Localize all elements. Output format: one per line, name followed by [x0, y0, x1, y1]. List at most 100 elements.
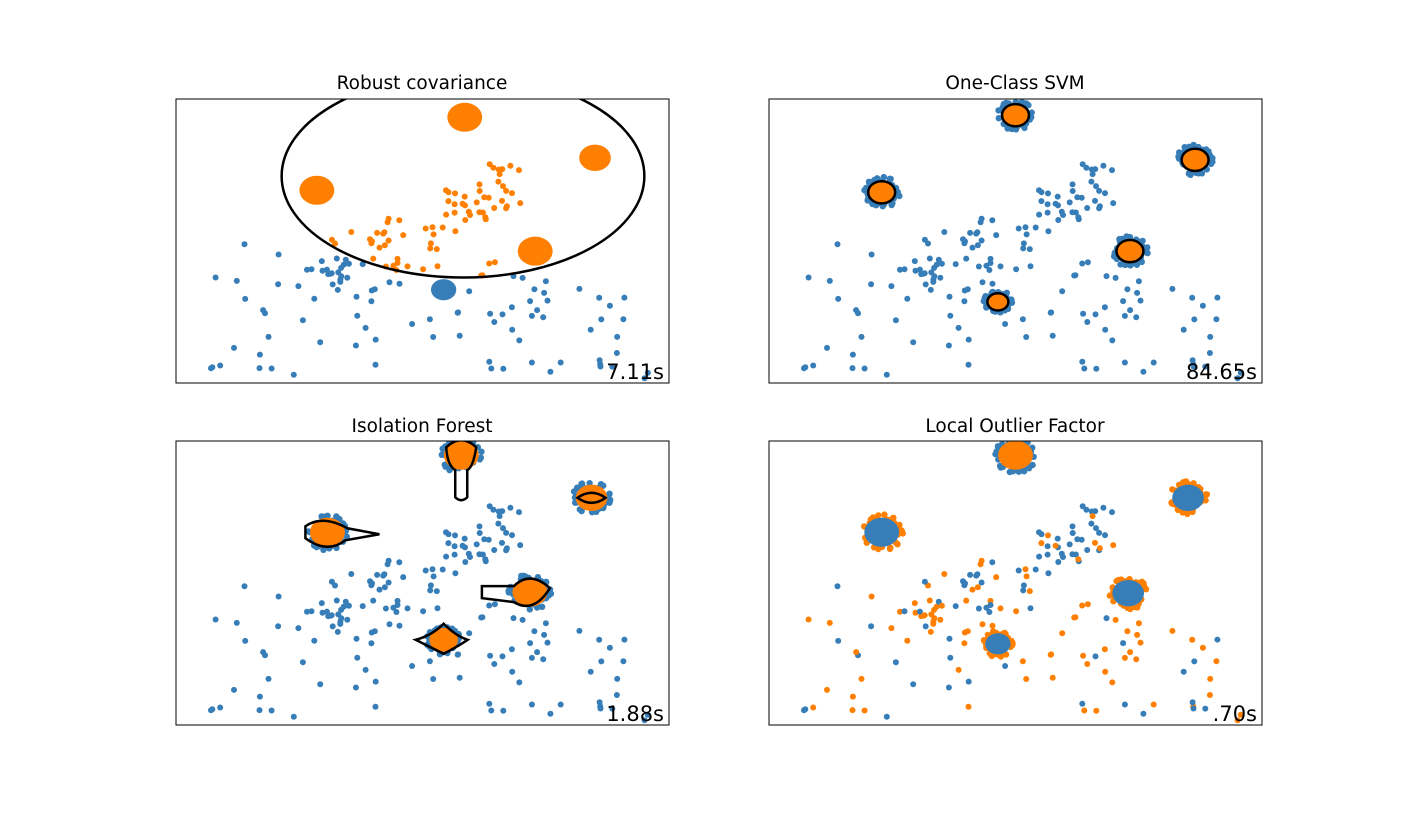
plot-area [801, 99, 1244, 382]
cluster-point [343, 533, 350, 540]
data-point [606, 302, 613, 309]
data-point [485, 194, 492, 201]
data-point [393, 609, 400, 615]
data-point [517, 200, 524, 207]
data-point [927, 628, 934, 635]
data-point [486, 260, 493, 267]
data-point [892, 659, 899, 666]
data-point [217, 362, 224, 369]
data-point [242, 637, 249, 644]
data-point [938, 260, 945, 267]
data-point [1093, 525, 1099, 532]
data-point [1036, 211, 1043, 218]
data-point [443, 187, 449, 194]
data-point [318, 600, 325, 607]
data-point [989, 559, 996, 566]
scatter-points [208, 161, 651, 382]
data-point [496, 513, 503, 520]
data-point [369, 238, 375, 245]
data-point [1072, 614, 1079, 621]
cluster-point [887, 544, 894, 551]
data-point [1092, 311, 1099, 318]
cluster-point [478, 448, 485, 455]
data-point [372, 361, 379, 368]
data-point [1080, 310, 1087, 317]
data-point [400, 574, 407, 581]
data-point [1081, 365, 1088, 372]
cluster-blob [579, 144, 611, 172]
data-point [609, 363, 616, 370]
data-point [527, 640, 534, 647]
data-point [1089, 171, 1096, 178]
data-point [1074, 536, 1081, 543]
data-point [426, 658, 433, 665]
data-point [937, 616, 944, 623]
data-point [209, 364, 216, 371]
data-point [516, 167, 522, 174]
data-point [486, 358, 493, 365]
data-point [609, 705, 616, 712]
data-point [1127, 649, 1134, 656]
data-point [242, 295, 249, 302]
subplot-title: One-Class SVM [945, 73, 1084, 94]
data-point [430, 231, 437, 238]
data-point [904, 637, 911, 644]
data-point [476, 551, 483, 558]
data-point [930, 618, 937, 625]
data-point [1190, 705, 1197, 712]
data-point [931, 264, 938, 271]
data-point [461, 193, 468, 200]
data-point [945, 684, 952, 691]
data-point [394, 255, 401, 262]
data-point [1066, 541, 1073, 548]
data-point [1084, 661, 1091, 667]
data-point [430, 676, 437, 682]
data-point [466, 288, 473, 295]
data-point [868, 281, 875, 288]
data-point [1150, 701, 1157, 708]
data-point [835, 295, 842, 302]
plot-body [801, 441, 1244, 724]
data-point [429, 224, 436, 231]
data-point [952, 603, 959, 610]
data-point [1092, 197, 1098, 204]
data-point [420, 608, 427, 615]
data-point [644, 369, 651, 376]
data-point [983, 604, 990, 611]
timing-label: 84.65s [1186, 360, 1257, 384]
data-point [304, 266, 310, 273]
data-point [641, 375, 648, 382]
cluster-point [1209, 158, 1216, 166]
data-point [394, 597, 401, 604]
data-point [1110, 200, 1117, 207]
data-point [955, 324, 962, 331]
data-point [491, 601, 498, 608]
data-point [308, 608, 315, 615]
subplot-one-class-svm: One-Class SVM 84.65s [768, 73, 1263, 384]
data-point [334, 286, 341, 293]
data-point [868, 623, 875, 630]
data-point [1027, 263, 1034, 270]
data-point [473, 541, 480, 548]
data-point [835, 637, 842, 644]
plot-area [208, 99, 651, 382]
data-point [499, 311, 506, 318]
data-point [1103, 615, 1110, 622]
data-point [1048, 651, 1055, 658]
data-point [295, 283, 302, 290]
data-point [456, 674, 463, 681]
data-point [963, 255, 970, 262]
data-point [499, 539, 505, 546]
data-point [920, 612, 927, 619]
data-point [1078, 536, 1085, 543]
data-point [975, 263, 982, 270]
data-point [922, 623, 929, 630]
data-point [496, 171, 503, 178]
data-point [499, 197, 505, 204]
subplot-isolation-forest: Isolation Forest 1.88s [175, 416, 670, 726]
cluster-point [995, 115, 1002, 122]
data-point [488, 707, 495, 714]
data-point [1101, 304, 1108, 311]
data-point [1013, 266, 1020, 273]
cluster-blob [575, 484, 608, 512]
